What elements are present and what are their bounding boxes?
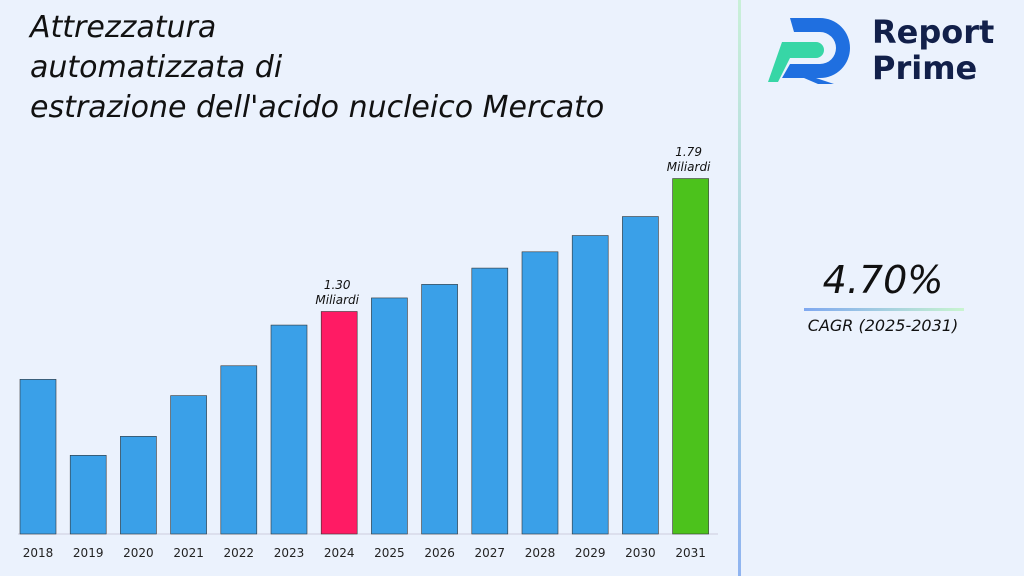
x-tick-label: 2029 [575,546,606,560]
bar [220,365,258,535]
x-tick-label: 2018 [23,546,54,560]
bar [471,267,509,535]
bar [421,284,458,535]
value-label: 1.30 Miliardi [315,277,359,307]
bar [622,216,659,535]
cagr-label: CAGR (2025-2031) [807,316,959,335]
bar [120,436,157,535]
logo [768,18,850,84]
x-tick-label: 2030 [625,546,656,560]
bar [19,379,57,535]
x-tick-label: 2019 [73,546,104,560]
x-tick-label: 2020 [123,546,154,560]
value-label: 1.79 Miliardi [666,144,711,174]
x-tick-label: 2022 [224,546,255,560]
bar [571,235,609,535]
x-tick-label: 2026 [424,546,455,560]
cagr-value: 4.70% [822,258,944,302]
x-tick-label: 2031 [675,546,706,560]
bar [270,324,308,535]
x-tick-label: 2021 [173,546,204,560]
bar [170,395,207,535]
x-tick-label: 2025 [374,546,405,560]
brand: Report Prime [872,14,994,86]
underline [804,308,964,311]
x-tick-label: 2024 [324,546,355,560]
bar [672,178,709,535]
brand-line: Report [872,13,995,51]
x-tick-label: 2028 [525,546,556,560]
x-tick-label: 2027 [475,546,506,560]
brand-line: Prime [872,49,978,87]
bar [69,455,107,535]
x-tick-label: 2023 [274,546,305,560]
bar [371,297,408,535]
chart-title: Attrezzatura automatizzata di estrazione… [30,10,605,125]
divider [738,0,741,576]
bar [320,311,358,535]
bar [521,251,559,535]
